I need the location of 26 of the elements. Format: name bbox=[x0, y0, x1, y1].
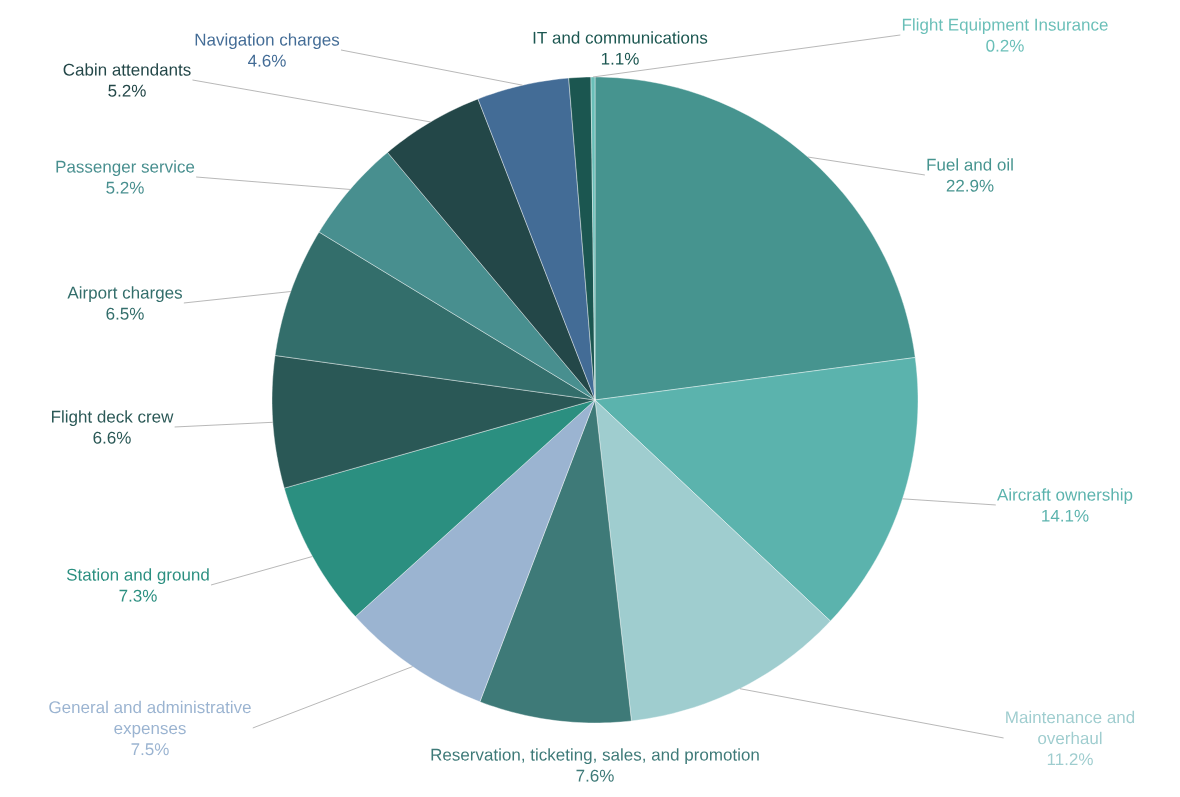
data-label: 6.6% bbox=[93, 431, 131, 444]
slice-label: Maintenance and overhaul bbox=[1006, 710, 1135, 745]
data-label: 6.5% bbox=[106, 307, 144, 320]
data-label: 7.3% bbox=[119, 589, 157, 602]
slice-label: Fuel and oil bbox=[927, 158, 1013, 171]
slice-label: General and administrative expenses bbox=[49, 700, 251, 738]
slice-label: Aircraft ownership bbox=[997, 488, 1133, 505]
data-label: 11.2% bbox=[1047, 753, 1093, 766]
slice-label: Cabin attendants bbox=[63, 63, 191, 76]
slice-label: Station and ground bbox=[66, 568, 209, 585]
slice-label: Passenger service bbox=[56, 160, 195, 177]
slice-label: Reservation, ticketing, sales, and promotion bbox=[431, 748, 759, 765]
slice-label: Flight deck crew bbox=[52, 410, 174, 427]
data-label: 4.6% bbox=[248, 54, 286, 67]
data-label: 5.2% bbox=[106, 181, 144, 194]
data-label: 5.2% bbox=[108, 84, 146, 97]
slice-label: Navigation charges bbox=[195, 33, 340, 50]
data-label: 1.1% bbox=[601, 52, 639, 65]
data-label: 14.1% bbox=[1042, 509, 1089, 522]
data-label: 22.9% bbox=[946, 179, 994, 192]
slice-label: Flight Equipment Insurance bbox=[902, 18, 1108, 35]
slice-label: IT and communications bbox=[533, 31, 708, 44]
data-label: 7.5% bbox=[131, 743, 169, 756]
slice-label: Airport charges bbox=[67, 286, 183, 303]
data-label: 0.2% bbox=[986, 39, 1024, 52]
data-label: 7.6% bbox=[576, 769, 614, 782]
